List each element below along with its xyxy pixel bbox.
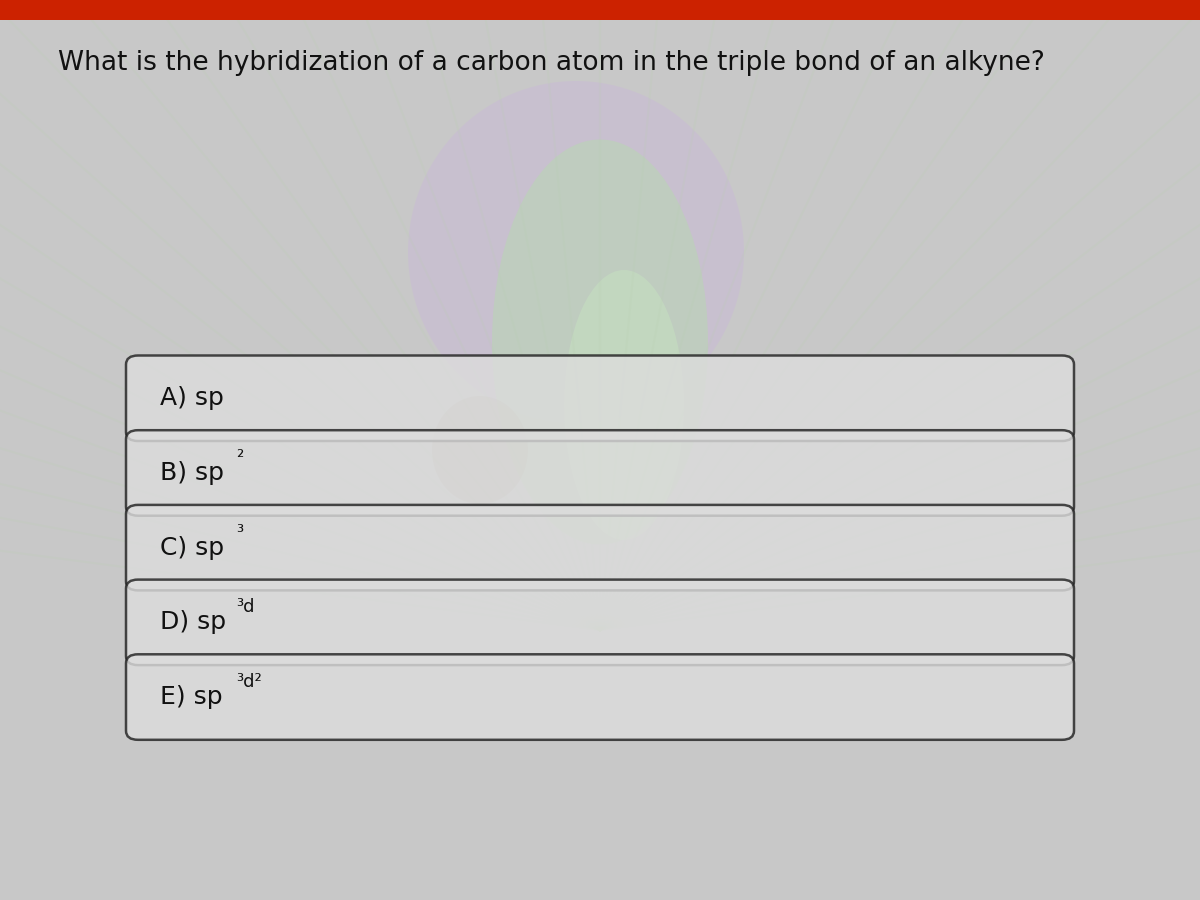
Ellipse shape (564, 270, 684, 540)
FancyBboxPatch shape (126, 505, 1074, 590)
Text: ³: ³ (236, 524, 244, 542)
Ellipse shape (492, 140, 708, 544)
Text: What is the hybridization of a carbon atom in the triple bond of an alkyne?: What is the hybridization of a carbon at… (58, 50, 1044, 76)
Text: ³d²: ³d² (236, 673, 262, 691)
FancyBboxPatch shape (126, 580, 1074, 665)
Text: E) sp: E) sp (160, 685, 222, 709)
FancyBboxPatch shape (126, 654, 1074, 740)
Ellipse shape (408, 81, 744, 423)
Text: ³d: ³d (236, 598, 254, 616)
Text: B) sp: B) sp (160, 461, 223, 485)
Text: ²: ² (236, 449, 244, 467)
FancyBboxPatch shape (0, 0, 1200, 20)
FancyBboxPatch shape (126, 430, 1074, 516)
Text: D) sp: D) sp (160, 610, 226, 634)
Text: C) sp: C) sp (160, 536, 223, 560)
Text: A) sp: A) sp (160, 386, 223, 410)
Ellipse shape (432, 396, 528, 504)
FancyBboxPatch shape (126, 356, 1074, 441)
